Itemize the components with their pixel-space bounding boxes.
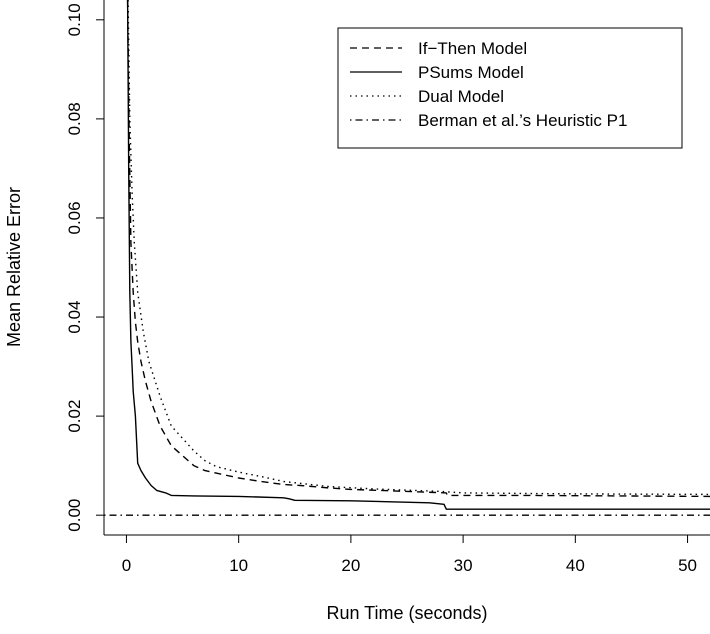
x-axis-title: Run Time (seconds) [326,603,487,623]
y-axis-title: Mean Relative Error [4,187,24,347]
series-line-1 [126,0,710,510]
y-axis-ticks: 0.00 0.02 0.04 0.06 0.08 0.10 [65,3,104,532]
series-lines [104,0,710,516]
axes [103,0,710,536]
y-tick-label: 0.10 [65,3,84,36]
legend-label-berman: Berman et al.’s Heuristic P1 [418,111,627,130]
legend-label-psums: PSums Model [418,63,524,82]
series-line-0 [126,0,710,498]
legend-label-dual: Dual Model [418,87,504,106]
y-tick-label: 0.04 [65,300,84,333]
legend: If−Then Model PSums Model Dual Model Ber… [337,27,683,149]
y-tick-label: 0.08 [65,102,84,135]
x-tick-label: 50 [678,556,697,575]
y-tick-label: 0.06 [65,201,84,234]
legend-box [337,27,683,149]
x-tick-label: 40 [566,556,585,575]
y-tick-label: 0.00 [65,499,84,532]
x-tick-label: 10 [229,556,248,575]
y-tick-label: 0.02 [65,400,84,433]
legend-label-if-then: If−Then Model [418,39,527,58]
x-axis-ticks: 0 10 20 30 40 50 [122,535,697,575]
x-tick-label: 20 [341,556,360,575]
x-tick-label: 30 [454,556,473,575]
x-tick-label: 0 [122,556,131,575]
